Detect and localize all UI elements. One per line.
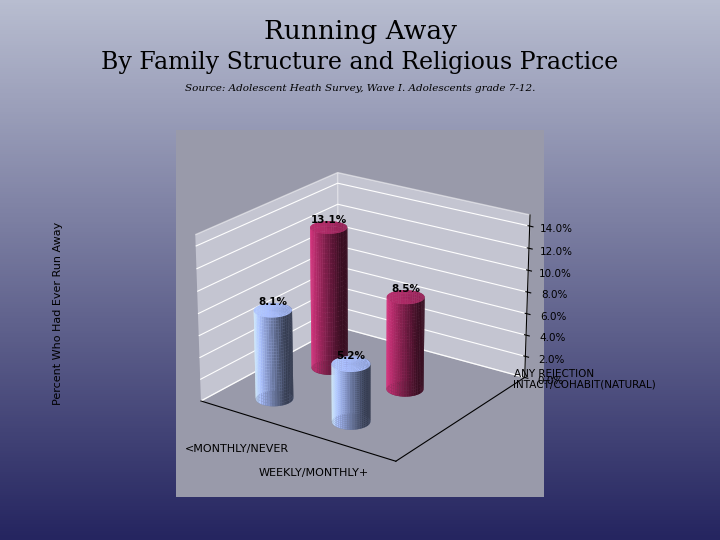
Text: By Family Structure and Religious Practice: By Family Structure and Religious Practi… (102, 51, 618, 75)
Text: Percent Who Had Ever Run Away: Percent Who Had Ever Run Away (53, 221, 63, 405)
Text: Running Away: Running Away (264, 19, 456, 44)
Text: Source: Adolescent Heath Survey, Wave I. Adolescents grade 7-12.: Source: Adolescent Heath Survey, Wave I.… (185, 84, 535, 93)
